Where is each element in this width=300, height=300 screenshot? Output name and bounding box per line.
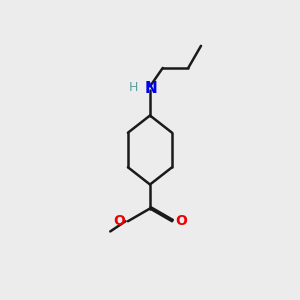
Text: N: N [145, 81, 158, 96]
Text: O: O [113, 214, 125, 228]
Text: H: H [129, 81, 138, 94]
Text: O: O [175, 214, 187, 228]
